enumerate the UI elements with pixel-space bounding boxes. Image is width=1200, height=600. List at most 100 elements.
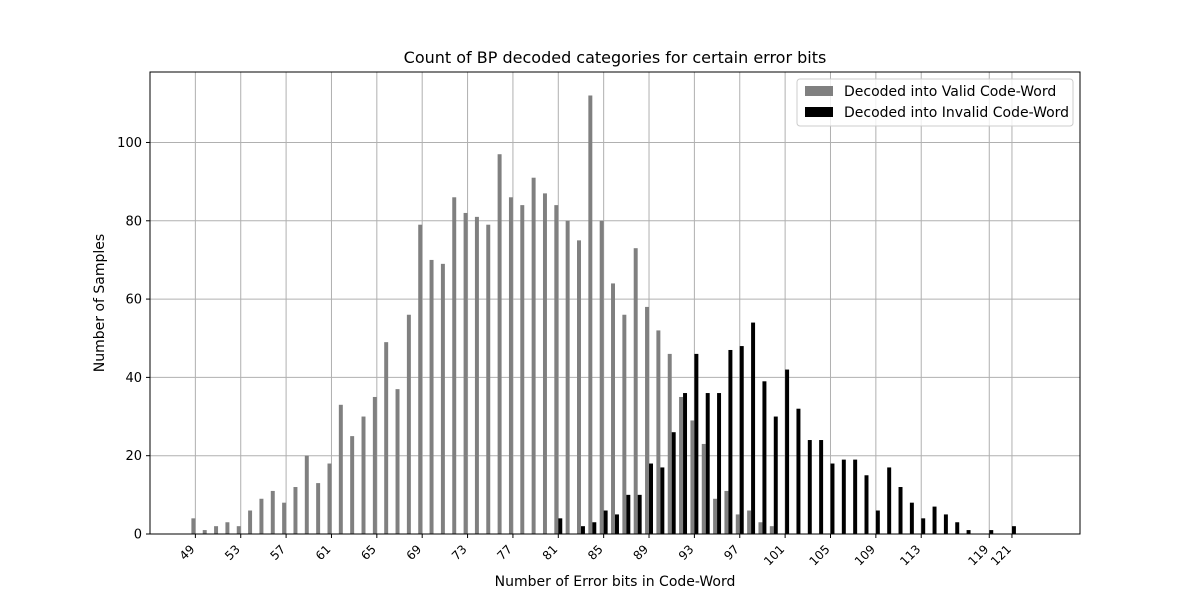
x-tick-label: 61 xyxy=(313,542,334,563)
bar-invalid xyxy=(887,467,892,534)
bar-valid xyxy=(248,510,253,534)
bar-invalid xyxy=(785,369,790,534)
x-tick-label: 73 xyxy=(449,542,470,563)
bar-valid xyxy=(588,95,593,535)
bar-invalid xyxy=(671,432,676,534)
y-axis-label: Number of Samples xyxy=(92,234,108,372)
legend-swatch-valid xyxy=(805,86,833,96)
bar-invalid xyxy=(989,530,994,534)
bar-valid xyxy=(747,510,752,534)
bar-invalid xyxy=(592,522,597,534)
bar-valid xyxy=(667,353,672,534)
x-tick-label: 113 xyxy=(897,542,923,568)
bar-valid xyxy=(577,240,581,534)
y-tick-label: 100 xyxy=(117,136,142,151)
y-tick-label: 60 xyxy=(125,293,142,308)
bar-valid xyxy=(452,197,457,534)
bar-invalid xyxy=(909,502,914,534)
bar-valid xyxy=(701,443,706,534)
x-tick-label: 77 xyxy=(494,542,515,563)
bar-invalid xyxy=(751,322,756,534)
bar-valid xyxy=(225,522,230,534)
x-tick-label: 85 xyxy=(585,542,606,563)
bar-valid xyxy=(350,436,355,534)
bar-valid xyxy=(474,216,479,534)
legend-entry-invalid: Decoded into Invalid Code-Word xyxy=(844,105,1069,121)
bar-invalid xyxy=(603,510,608,534)
x-tick-label: 101 xyxy=(761,542,787,568)
bar-valid xyxy=(270,490,275,534)
bar-valid xyxy=(191,518,196,534)
bar-valid xyxy=(599,220,604,534)
bar-valid xyxy=(214,526,219,534)
bar-valid xyxy=(758,522,763,534)
bar-invalid xyxy=(943,514,948,534)
y-tick-label: 40 xyxy=(125,371,142,386)
bar-invalid xyxy=(819,440,824,534)
x-tick-label: 65 xyxy=(358,542,379,563)
bar-valid xyxy=(656,330,661,534)
bar-valid xyxy=(769,526,774,534)
bar-valid xyxy=(304,455,309,534)
bar-valid xyxy=(236,526,241,534)
x-tick-label: 119 xyxy=(965,542,991,568)
bar-valid xyxy=(633,248,638,534)
bar-valid xyxy=(372,396,377,534)
bar-invalid xyxy=(807,440,812,534)
plot-frame xyxy=(149,71,1081,535)
bar-valid xyxy=(622,314,627,534)
bar-valid xyxy=(327,463,332,534)
bar-invalid xyxy=(739,346,744,534)
bar-valid xyxy=(361,416,366,534)
x-tick-label: 121 xyxy=(988,542,1014,568)
bar-invalid xyxy=(637,494,642,534)
legend-entry-valid: Decoded into Valid Code-Word xyxy=(844,84,1056,100)
bar-valid xyxy=(645,306,650,534)
x-tick-label: 69 xyxy=(404,542,425,563)
bar-invalid xyxy=(705,393,710,534)
bar-invalid xyxy=(615,514,619,534)
bar-invalid xyxy=(1011,526,1016,534)
ticks: 49 53 57 61 65 69 73 77 81 85 89 93 97 101 105 109 113 11… xyxy=(117,136,1014,568)
bar-valid xyxy=(508,197,513,534)
bar-valid xyxy=(293,487,298,534)
bar-invalid xyxy=(921,518,926,534)
bar-invalid xyxy=(955,522,960,534)
bar-valid xyxy=(497,154,502,534)
bar-valid xyxy=(338,404,343,534)
x-tick-label: 81 xyxy=(540,542,561,563)
bar-invalid xyxy=(728,349,733,534)
chart-title: Count of BP decoded categories for certa… xyxy=(404,48,827,67)
x-tick-label: 109 xyxy=(852,542,878,568)
legend: Decoded into Valid Code-Word Decoded int… xyxy=(796,78,1074,127)
bar-valid xyxy=(384,342,389,534)
bar-valid xyxy=(316,483,321,534)
bar-valid xyxy=(282,502,287,534)
y-tick-label: 0 xyxy=(134,528,142,543)
bar-valid xyxy=(463,212,468,534)
bar-valid xyxy=(713,498,718,534)
bar-valid xyxy=(406,314,411,534)
bar-invalid xyxy=(898,487,903,534)
bar-valid xyxy=(531,177,536,535)
bar-valid xyxy=(554,205,559,534)
bar-valid xyxy=(202,530,207,534)
x-tick-label: 105 xyxy=(807,542,833,568)
x-tick-label: 49 xyxy=(177,542,198,563)
bar-valid xyxy=(611,283,615,534)
bar-invalid xyxy=(966,530,971,534)
bar-valid xyxy=(395,389,400,534)
bar-valid xyxy=(520,205,525,534)
bar-invalid xyxy=(830,463,835,534)
bar-invalid xyxy=(841,459,846,534)
bar-invalid xyxy=(773,416,778,534)
x-tick-label: 93 xyxy=(676,542,697,563)
bar-invalid xyxy=(932,506,937,534)
bar-valid xyxy=(259,498,264,534)
legend-swatch-invalid xyxy=(805,107,833,117)
x-tick-label: 57 xyxy=(268,542,289,563)
bar-valid xyxy=(565,220,570,534)
bar-invalid xyxy=(580,526,585,534)
y-tick-label: 80 xyxy=(125,214,142,229)
